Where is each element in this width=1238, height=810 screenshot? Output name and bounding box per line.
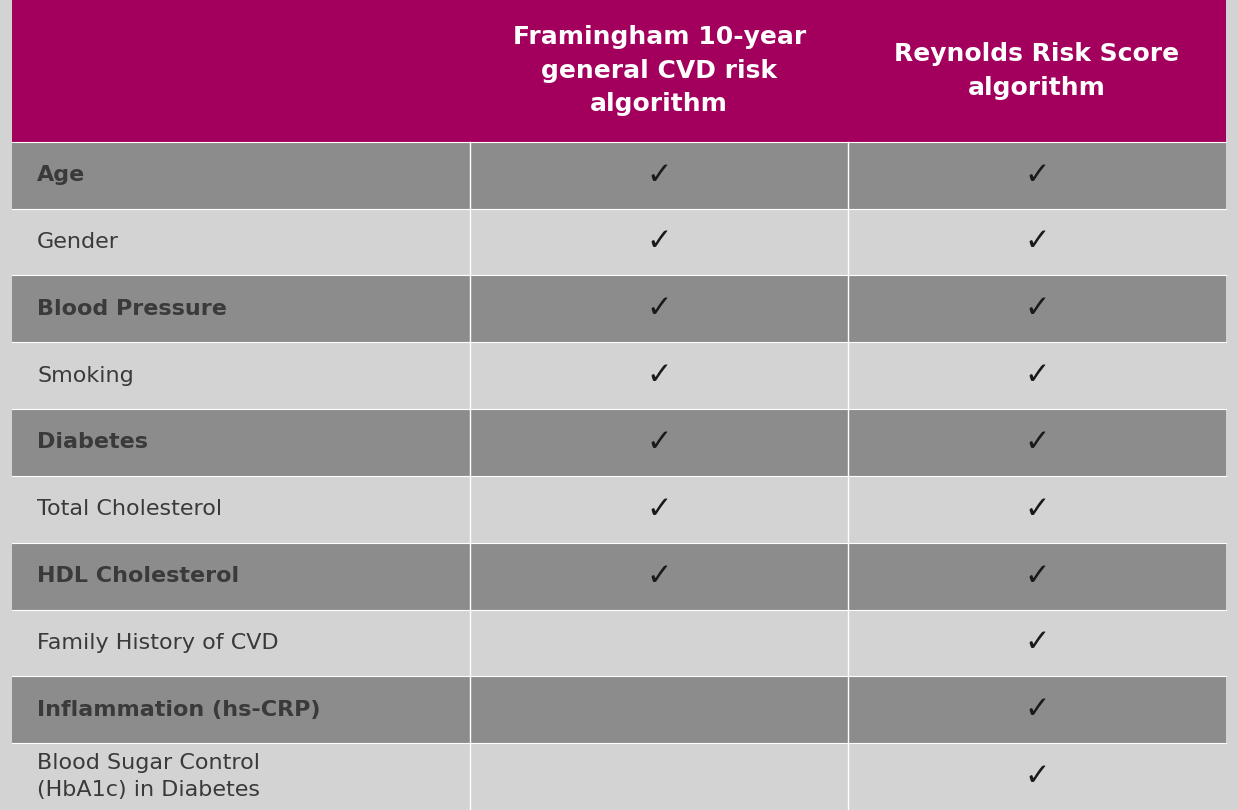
Text: ✓: ✓ xyxy=(646,561,672,590)
Text: HDL Cholesterol: HDL Cholesterol xyxy=(37,566,239,586)
Text: ✓: ✓ xyxy=(646,361,672,390)
Text: ✓: ✓ xyxy=(1024,695,1050,724)
Text: Inflammation (hs-CRP): Inflammation (hs-CRP) xyxy=(37,700,321,720)
Text: ✓: ✓ xyxy=(1024,160,1050,190)
Bar xyxy=(12,543,1226,609)
Bar xyxy=(12,275,1226,343)
Text: Gender: Gender xyxy=(37,232,119,252)
Text: Family History of CVD: Family History of CVD xyxy=(37,633,279,653)
Text: Blood Pressure: Blood Pressure xyxy=(37,299,227,319)
Text: Diabetes: Diabetes xyxy=(37,433,149,453)
Text: ✓: ✓ xyxy=(1024,495,1050,524)
Bar xyxy=(12,409,1226,476)
Text: ✓: ✓ xyxy=(646,428,672,457)
Bar xyxy=(12,342,1226,409)
Text: ✓: ✓ xyxy=(646,228,672,257)
Bar xyxy=(12,676,1226,744)
Text: ✓: ✓ xyxy=(1024,561,1050,590)
Text: ✓: ✓ xyxy=(1024,361,1050,390)
Bar xyxy=(12,744,1226,810)
Text: Framingham 10-year
general CVD risk
algorithm: Framingham 10-year general CVD risk algo… xyxy=(513,25,806,117)
Bar xyxy=(12,209,1226,275)
Text: Smoking: Smoking xyxy=(37,365,134,386)
Bar xyxy=(12,0,1226,142)
Text: Blood Sugar Control
(HbA1c) in Diabetes: Blood Sugar Control (HbA1c) in Diabetes xyxy=(37,753,260,799)
Bar xyxy=(12,476,1226,543)
Bar xyxy=(12,142,1226,209)
Text: Total Cholesterol: Total Cholesterol xyxy=(37,499,223,519)
Text: Reynolds Risk Score
algorithm: Reynolds Risk Score algorithm xyxy=(894,42,1180,100)
Bar xyxy=(12,609,1226,676)
Text: ✓: ✓ xyxy=(1024,629,1050,658)
Text: ✓: ✓ xyxy=(1024,428,1050,457)
Text: ✓: ✓ xyxy=(1024,762,1050,791)
Text: ✓: ✓ xyxy=(646,294,672,323)
Text: ✓: ✓ xyxy=(1024,228,1050,257)
Text: ✓: ✓ xyxy=(646,495,672,524)
Text: ✓: ✓ xyxy=(1024,294,1050,323)
Text: ✓: ✓ xyxy=(646,160,672,190)
Text: Age: Age xyxy=(37,165,85,185)
